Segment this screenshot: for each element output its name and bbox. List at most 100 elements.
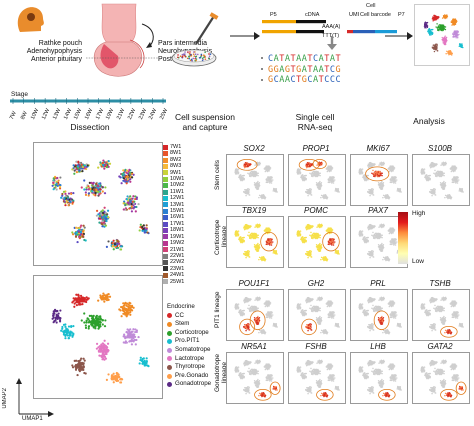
stage-tick-label: 16W xyxy=(84,107,95,121)
legend-swatch xyxy=(163,189,168,195)
nucleotide: G xyxy=(268,64,274,75)
celltype-legend-item: Pro.PIT1 xyxy=(167,337,211,346)
celltype-legend-label: Lactotrope xyxy=(175,354,205,362)
sequence-reads: CATATAATCATAT GGAGTGATAATCG GCAACTGCATCC… xyxy=(268,54,341,86)
gene-name-label: NR5A1 xyxy=(241,342,267,351)
week-legend-label: 19W1 xyxy=(170,233,185,240)
legend-swatch xyxy=(167,382,172,388)
nucleotide: A xyxy=(296,54,302,64)
nucleotide: A xyxy=(329,54,336,64)
p5-label: P5 xyxy=(270,12,277,18)
head-silhouette-icon xyxy=(17,7,44,33)
celltype-legend-item: Thyrotrope xyxy=(167,363,211,372)
week-legend-item: 9W1 xyxy=(163,170,184,176)
week-legend-label: 17W1 xyxy=(170,220,185,227)
legend-swatch xyxy=(163,253,168,259)
nucleotide: C xyxy=(324,75,330,85)
polyt-label: TTT(T) xyxy=(322,33,340,39)
gene-name-label: PROP1 xyxy=(302,144,330,153)
nucleotide: T xyxy=(290,54,297,64)
nucleotide: T xyxy=(290,64,297,75)
legend-swatch xyxy=(163,272,168,278)
nucleotide: C xyxy=(329,64,336,75)
sequence-read: GCAACTGCATCCC xyxy=(268,75,341,86)
pars-intermedia-label: Pars intermedia xyxy=(158,40,208,47)
legend-swatch xyxy=(167,356,172,362)
gene-expression-umap xyxy=(412,289,470,341)
nucleotide: A xyxy=(313,64,319,75)
week-legend-item: 25W1 xyxy=(163,279,184,285)
week-legend-label: 8W3 xyxy=(170,163,182,170)
week-legend-label: 18W1 xyxy=(170,227,185,234)
arrow-icon xyxy=(230,32,260,40)
legend-swatch xyxy=(167,321,172,327)
polya-label: AAA(A) xyxy=(322,24,341,30)
celltype-legend-label: Pre.Gonado xyxy=(175,371,209,379)
nucleotide: T xyxy=(324,54,330,64)
legend-swatch xyxy=(163,157,168,163)
gene-expression-umap xyxy=(226,289,284,341)
week-legend-label: 13W1 xyxy=(170,201,185,208)
nucleotide: C xyxy=(329,75,336,85)
gene-name-label: POMC xyxy=(304,206,328,215)
celltype-legend-item: Somatotrope xyxy=(167,346,211,355)
week-legend-item: 17W1 xyxy=(163,221,184,227)
nucleotide: A xyxy=(318,54,325,64)
adenohypophysis-label: Adenohypophysis xyxy=(26,48,82,55)
rathke-pouch-label: Rathke pouch xyxy=(38,40,82,47)
gene-expression-umap xyxy=(288,154,346,206)
gene-name-label: FSHB xyxy=(305,342,327,351)
gene-expression-umap xyxy=(226,154,284,206)
week-legend-item: 10W1 xyxy=(163,176,184,182)
week-legend-item: 21W1 xyxy=(163,247,184,253)
week-legend-item: 16W1 xyxy=(163,214,184,220)
cell-label: Cell xyxy=(366,3,376,9)
gene-name-label: S100B xyxy=(427,144,453,153)
nucleotide: A xyxy=(284,54,291,64)
gene-name-label: LHB xyxy=(370,342,386,351)
umap1-axis-label: UMAP1 xyxy=(22,416,43,422)
nucleotide: G xyxy=(296,64,302,75)
umi-label: UMI xyxy=(349,12,360,18)
week-legend-label: 9W1 xyxy=(170,169,182,176)
celltype-legend-item: CC xyxy=(167,312,211,321)
legend-swatch xyxy=(163,247,168,253)
week-legend-item: 10W2 xyxy=(163,182,184,188)
stage-tick-label: 22W xyxy=(126,107,138,121)
stage-tick-label: 8W xyxy=(19,110,29,121)
legend-swatch xyxy=(163,176,168,182)
nucleotide: A xyxy=(279,64,285,75)
nucleotide: T xyxy=(307,64,313,75)
week-legend-item: 19W2 xyxy=(163,240,184,246)
celltype-legend-item: Gonadotrope xyxy=(167,380,211,389)
lineage-row-label: Stem cells xyxy=(214,160,221,190)
week-legend-item: 19W1 xyxy=(163,234,184,240)
sequence-read: CATATAATCATAT xyxy=(268,54,341,65)
nucleotide: A xyxy=(301,54,308,64)
week-legend-label: 16W1 xyxy=(170,214,185,221)
stage-tick-label: 14W xyxy=(62,107,73,121)
nucleotide: G xyxy=(268,75,274,85)
gene-expression-umap xyxy=(288,216,346,268)
week-legend-label: 22W1 xyxy=(170,252,185,259)
gene-expression-umap xyxy=(350,154,408,206)
celltype-legend-item: Corticotrope xyxy=(167,329,211,338)
gene-name-label: MKI67 xyxy=(366,144,390,153)
stage-tick-label: 15W xyxy=(73,107,84,121)
stage-timeline xyxy=(10,98,166,104)
legend-swatch xyxy=(163,195,168,201)
analysis-umap-thumbnail xyxy=(414,4,470,66)
week-legend-item: 8W2 xyxy=(163,157,184,163)
week-legend-item: 8W3 xyxy=(163,163,184,169)
gene-expression-umap xyxy=(226,352,284,404)
arrow-icon xyxy=(385,32,413,40)
gene-expression-umap xyxy=(350,352,408,404)
week-legend-label: 21W1 xyxy=(170,246,185,253)
week-legend: 7W1 8W1 8W2 8W3 9W1 10W1 10W2 11W1 12W1 13W1 15W1 1… xyxy=(163,144,184,285)
celltype-legend-item: Pre.Gonado xyxy=(167,372,211,381)
legend-swatch xyxy=(163,266,168,272)
gene-name-label: PAX7 xyxy=(368,206,388,215)
cell-barcode-label: Cell barcode xyxy=(360,12,391,18)
week-legend-item: 15W1 xyxy=(163,208,184,214)
nucleotide: A xyxy=(301,64,308,75)
